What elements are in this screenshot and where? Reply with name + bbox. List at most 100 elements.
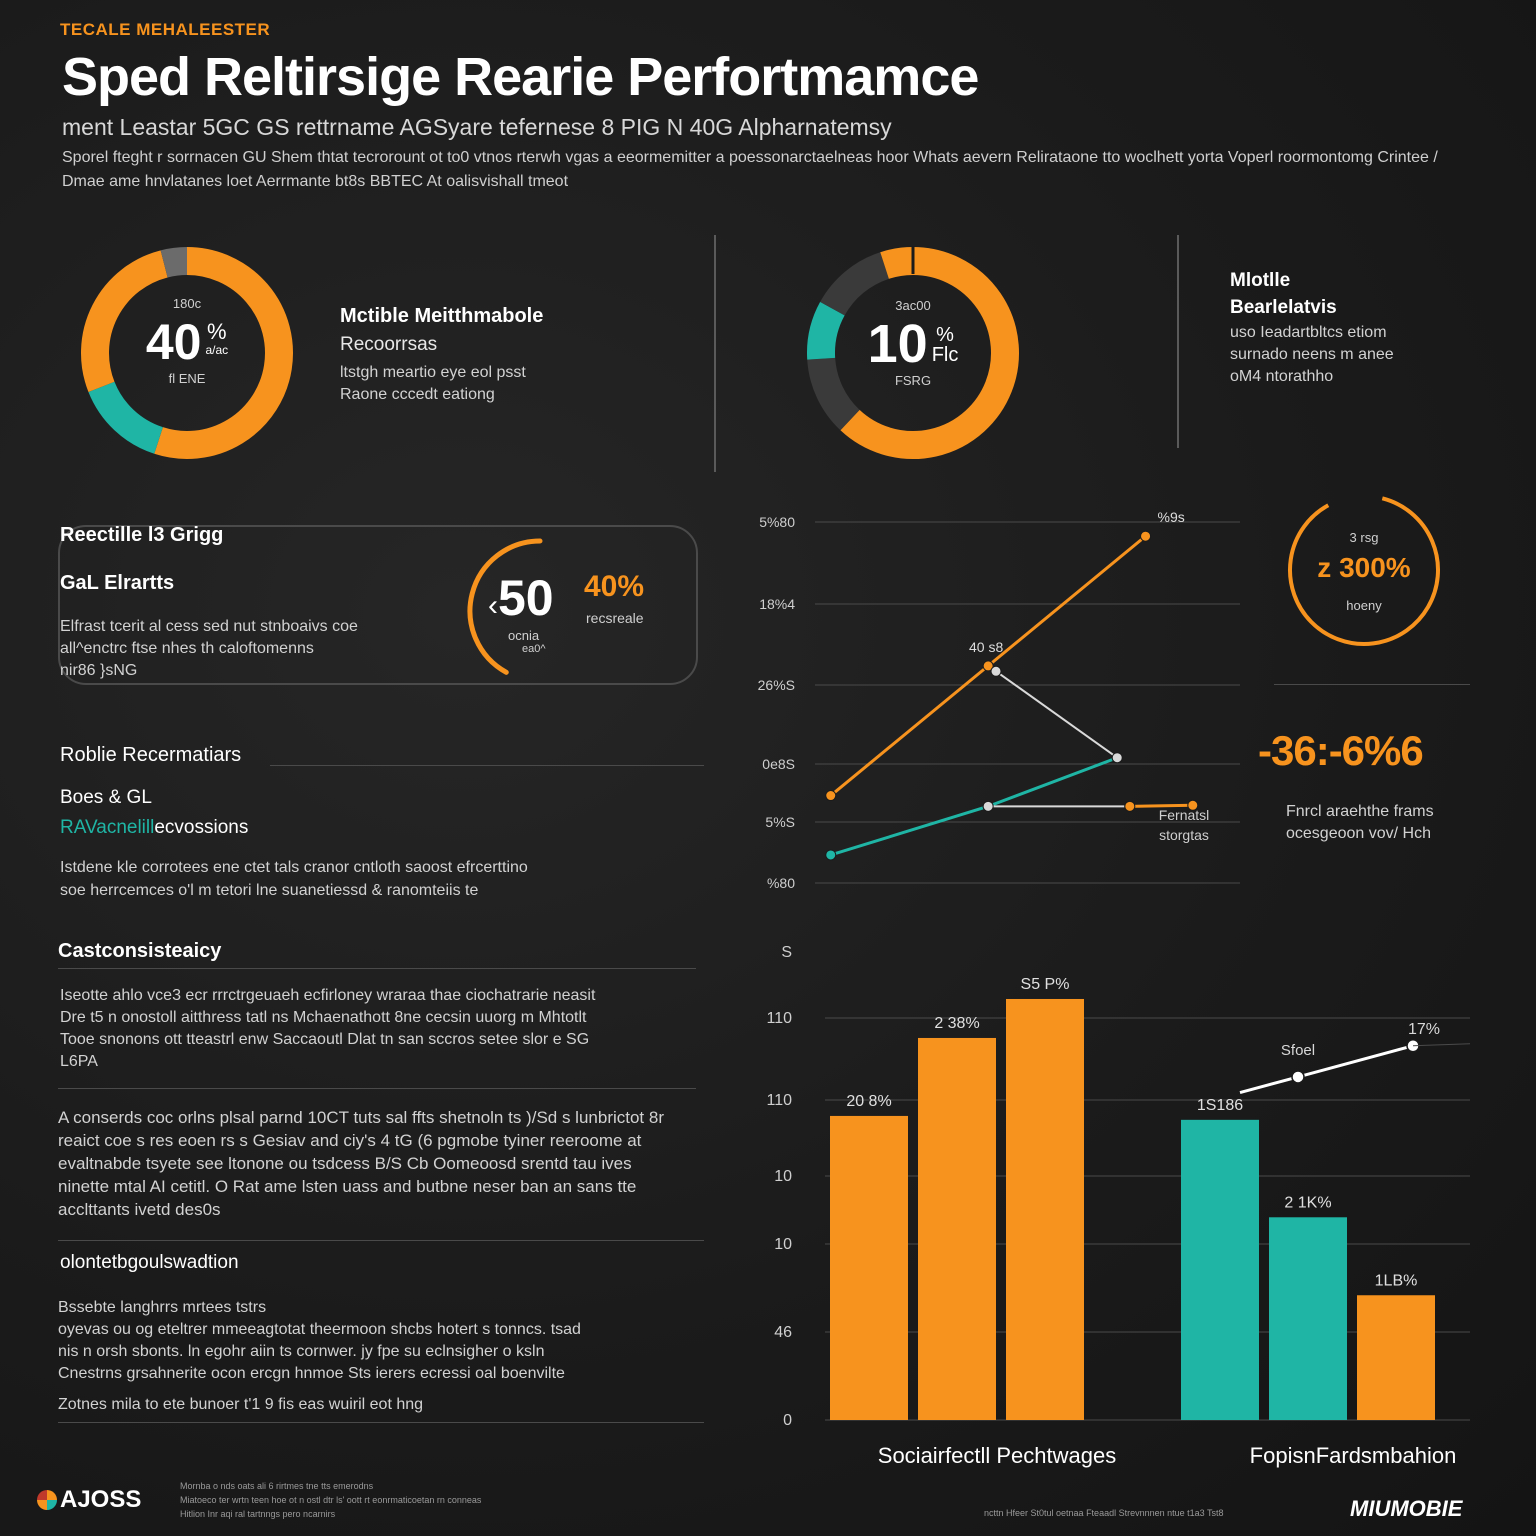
line-point-teal (825, 849, 837, 861)
bar-value-label: 20 8% (846, 1093, 891, 1110)
line-series-orange-short (1129, 803, 1193, 808)
bar-1-1 (1269, 1217, 1347, 1420)
bar-group-label: Sociairfectll Pechtwages (878, 1443, 1116, 1468)
donut-left-top-label: 180c (172, 296, 202, 311)
trend-line (1239, 1044, 1414, 1094)
footer-logo: AJOSS (36, 1486, 141, 1514)
section-robile-desc1: Istdene kle corrotees ene ctet tals cran… (60, 859, 528, 876)
section-olon-l1: Bssebte langhrrs mrtees tstrs (58, 1299, 267, 1316)
card-percent-label: recsreale (586, 610, 644, 626)
line-point-white-flat (982, 800, 994, 812)
kpi-right-title1: Mlotlle (1230, 270, 1291, 291)
bar-value-label: 1S186 (1197, 1097, 1243, 1114)
card-percent: 40% (584, 570, 645, 603)
trend-end-label: 17% (1408, 1021, 1440, 1038)
donut-left-segment-gray (160, 247, 188, 278)
separator-left (714, 235, 716, 472)
ring-right-top-label: 3 rsg (1349, 530, 1379, 545)
footer-note2: Miatoeco ter wrtn teen hoe ot n ostl dtr… (180, 1495, 482, 1505)
line-point-white-connector (990, 665, 1002, 677)
donut-left-center: 180c 40 % a/ac fl ENE (120, 296, 254, 386)
section-robile-heading: Roblie Recermatiars (60, 744, 242, 766)
section-cast-p1-l1: Iseotte ahlo vce3 ecr rrrctrgeuaeh ecfir… (60, 987, 596, 1004)
card-gauge-fill (467, 538, 543, 675)
section-olon-heading: olontetbgoulswadtion (60, 1252, 239, 1273)
line-point-label: %9s (1158, 509, 1185, 525)
line-point-orange (825, 790, 837, 802)
line-chart-tick-label: 5%S (765, 814, 795, 830)
section-olon-l2: oyevas ou og eteltrer mmeeagtotat theerm… (58, 1321, 581, 1338)
section-cast-p1-l2: Dre t5 n onostoll aitthress tatl ns Mcha… (60, 1009, 587, 1026)
page-title: Sped Reltirsige Rearie Perfortmamce (62, 47, 979, 107)
donut-center-segment-orange (840, 247, 1019, 459)
card-value-row: ‹ 50 (488, 571, 554, 625)
line-chart-tick-label: %80 (767, 875, 795, 891)
footer-logo-text: AJOSS (60, 1486, 142, 1513)
bar-value-label: 2 38% (934, 1015, 979, 1032)
section-cast-p2-l4: ninette mtal AI cetitl. O Rat ame lsten … (58, 1177, 637, 1196)
kpi-right-desc1: uso Ieadartbltcs etiom (1230, 324, 1387, 341)
section-olon-rule (58, 1422, 704, 1423)
kpi-left-desc1: ltstgh meartio eye eol psst (340, 364, 526, 381)
line-chart-tick-label: 5%80 (759, 514, 795, 530)
card-subheading: GaL Elrartts (60, 572, 175, 594)
section-robile-desc2: soe herrcemces o'l m tetori lne suanetie… (60, 882, 479, 899)
section-olon-l5: Zotnes mila to ete bunoer t'1 9 fis eas … (58, 1396, 424, 1413)
section-cast-rule2 (58, 1088, 696, 1089)
footer-note3: Hitlion Inr aqi ral tartnngs pero ncarni… (180, 1509, 336, 1519)
donut-left-segment-teal (88, 381, 164, 454)
line-chart-annotation: Fernatsl (1159, 807, 1210, 823)
eyebrow-label: TECALE MEHALEESTER (60, 20, 271, 39)
ring-right-rule (1274, 684, 1470, 685)
donut-left-bottom-label: fl ENE (168, 371, 206, 386)
line-chart: 5%80 18%4 26%S 0e8S 5%S %80 40 s8 %9s Fernatsl st… (758, 509, 1240, 891)
donut-center-segment-dark-gray-2 (820, 252, 890, 316)
donut-center-value-row: 10 % Flc (846, 315, 980, 373)
bar-value-label: S5 P% (1021, 976, 1070, 993)
donut-left-segment-orange-major (154, 247, 293, 459)
trend-guide (1412, 1043, 1471, 1047)
section-olon-l3: nis n orsh sbonts. ln egohr aiin ts corn… (58, 1343, 545, 1360)
donut-center-top-label: 3ac00 (895, 298, 931, 313)
bar-value-label: 1LB% (1375, 1272, 1418, 1289)
line-point-orange-short (1187, 799, 1199, 811)
footer-brand: MIUMOBIE (1350, 1496, 1463, 1521)
section-cast-p2-l5: acclttants ivetd des0s (58, 1200, 221, 1219)
page-subtitle: ment Leastar 5GC GS rettrname AGSyare te… (62, 114, 892, 140)
logo-mark-icon (37, 1490, 57, 1510)
kpi-left-desc2: Raone cccedt eationg (340, 386, 495, 403)
bar-chart-tick-label: 110 (766, 1092, 792, 1109)
bar-chart-tick-label: 0 (783, 1412, 792, 1429)
section-cast-p2-l1: A conserds coc orlns plsal parnd 10CT tu… (58, 1108, 664, 1127)
bar-value-label: 2 1K% (1284, 1194, 1331, 1211)
card-desc3: nir86 }sNG (60, 662, 138, 679)
bar-1-0 (1181, 1119, 1259, 1420)
donut-center-bottom-label: FSRG (894, 373, 932, 388)
line-chart-tick-label: 26%S (758, 677, 795, 693)
card-desc1: Elfrast tcerit al cess sed nut stnboaivs… (60, 618, 358, 635)
line-point-label: 40 s8 (969, 639, 1003, 655)
section-robile-sub2: RAVacnelillecvossions (60, 817, 248, 839)
trend-label: Sfoel (1281, 1042, 1315, 1059)
donut-left-unit: % (207, 319, 227, 344)
kpi-right-desc3: oM4 ntorathho (1230, 368, 1334, 385)
kpi-left-title1: Mctible Meitthmabole (340, 305, 544, 327)
ring-right-bottom-label: hoeny (1346, 598, 1382, 613)
card-value-sub2: ea0^ (522, 643, 546, 655)
section-robile-sub1: Boes & GL (60, 787, 152, 808)
section-cast-rule3 (58, 1240, 704, 1241)
donut-center (807, 246, 1019, 459)
bar-chart-tick-label: 10 (774, 1168, 792, 1185)
footer-note1: Mornba o nds oats ali 6 rirtmes tne tts … (180, 1481, 374, 1491)
separator-right (1177, 235, 1179, 448)
big-stat-desc2: ocesgeoon vov/ Hch (1286, 825, 1431, 842)
line-chart-annotation: storgtas (1159, 827, 1209, 843)
card-gauge-arc (467, 538, 543, 675)
donut-left-unit-block: % a/ac (205, 319, 228, 359)
donut-left-value: 40 (145, 314, 202, 370)
section-cast-p2-l2: reaict coe s res eoen rs s Gesiav and ci… (58, 1131, 642, 1150)
section-robile-sub2-rest: ecvossions (154, 817, 249, 838)
bar-0-1 (918, 1037, 996, 1420)
bar-chart-tick-label: 110 (766, 1010, 792, 1027)
card-value-sub1: ocnia (508, 628, 540, 643)
